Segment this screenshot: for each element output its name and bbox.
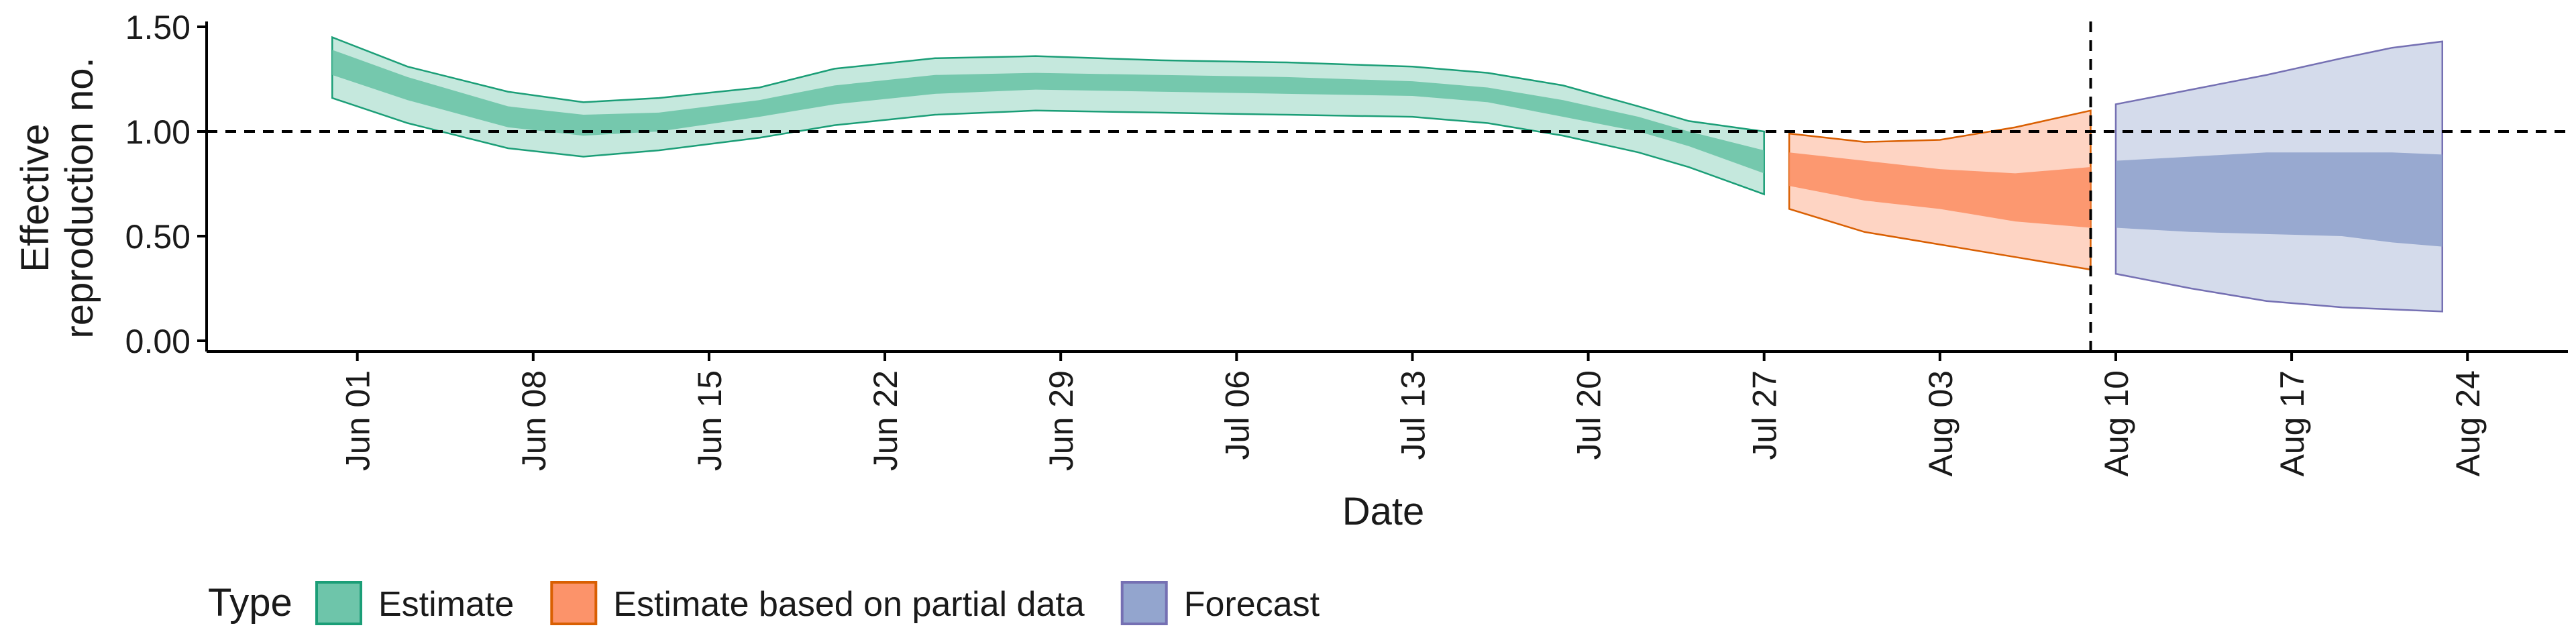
y-axis-label-line-1: Effective: [13, 123, 57, 272]
x-tick-label: Jul 27: [1746, 370, 1784, 460]
legend-label-1: Estimate: [378, 585, 514, 624]
legend-title: Type: [208, 581, 292, 625]
band-90-1: [331, 36, 1765, 196]
uncertainty-bands: [331, 36, 2444, 313]
band-50-1: [332, 50, 1764, 174]
x-tick-label: Jun 08: [515, 370, 553, 471]
x-tick-label: Jul 06: [1218, 370, 1256, 460]
x-axis-label: Date: [1342, 490, 1425, 533]
x-tick-label: Jul 20: [1570, 370, 1608, 460]
y-tick-label: 1.50: [125, 9, 191, 46]
y-axis-label-line-2: reproduction no.: [58, 57, 101, 338]
legend-label-2: Estimate based on partial data: [613, 585, 1085, 624]
band-50-2: [1789, 152, 2091, 228]
legend-key-2: [550, 581, 598, 625]
x-tick-label: Jul 13: [1394, 370, 1432, 460]
legend-label-3: Forecast: [1184, 585, 1320, 624]
x-tick-label: Aug 03: [1922, 370, 1960, 476]
x-tick-label: Aug 10: [2098, 370, 2135, 476]
legend-key-3: [1120, 581, 1168, 625]
band-50-3: [2115, 152, 2443, 247]
legend-key-1: [315, 581, 362, 625]
legend: Type Estimate Estimate based on partial d…: [208, 581, 1320, 625]
y-axis-label: Effective reproduction no.: [13, 57, 101, 338]
axes: 0.00 0.50 1.00 1.50 Jun 01 Jun 08 Jun 15 Jun 22…: [125, 9, 2568, 476]
x-tick-label: Jun 29: [1042, 370, 1080, 471]
y-tick-label: 0.50: [125, 218, 191, 256]
y-tick-label: 0.00: [125, 323, 191, 360]
x-tick-label: Jun 22: [867, 370, 904, 471]
x-tick-label: Jun 01: [339, 370, 377, 471]
y-tick-label: 1.00: [125, 113, 191, 151]
x-tick-label: Aug 24: [2449, 370, 2487, 476]
x-tick-label: Aug 17: [2273, 370, 2311, 476]
x-tick-label: Jun 15: [691, 370, 729, 471]
